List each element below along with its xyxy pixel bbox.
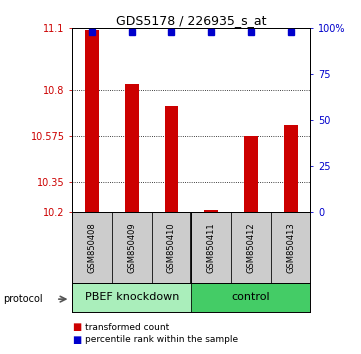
Text: GSM850409: GSM850409: [127, 222, 136, 273]
Text: GSM850413: GSM850413: [286, 222, 295, 273]
Bar: [191, 212, 231, 283]
Bar: [204, 210, 218, 212]
Text: ■: ■: [72, 322, 82, 332]
Text: GSM850411: GSM850411: [207, 222, 216, 273]
Bar: [125, 84, 139, 212]
Bar: [231, 212, 271, 283]
Bar: [112, 212, 152, 283]
Text: control: control: [232, 292, 270, 302]
Bar: [271, 212, 310, 283]
Bar: [72, 212, 112, 283]
Text: GSM850410: GSM850410: [167, 222, 176, 273]
Bar: [244, 136, 258, 212]
Bar: [85, 30, 99, 212]
Bar: [165, 106, 178, 212]
Text: percentile rank within the sample: percentile rank within the sample: [85, 335, 238, 344]
Text: GSM850412: GSM850412: [247, 222, 255, 273]
Text: PBEF knockdown: PBEF knockdown: [84, 292, 179, 302]
Text: protocol: protocol: [4, 294, 43, 304]
Bar: [191, 283, 310, 312]
Text: transformed count: transformed count: [85, 323, 169, 332]
Bar: [72, 283, 191, 312]
Text: GSM850408: GSM850408: [88, 222, 96, 273]
Title: GDS5178 / 226935_s_at: GDS5178 / 226935_s_at: [116, 14, 266, 27]
Bar: [284, 125, 297, 212]
Text: ■: ■: [72, 335, 82, 345]
Bar: [152, 212, 191, 283]
